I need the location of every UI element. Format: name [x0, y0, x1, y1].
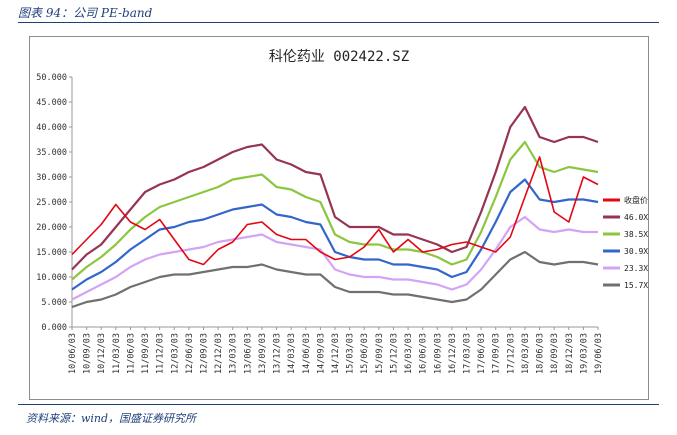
x-tick-label: 16/09/03 — [433, 333, 443, 374]
y-tick-label: 35.000 — [36, 148, 67, 158]
series-line — [71, 156, 599, 266]
x-axis: 10/06/03 10/09/03 10/12/03 11/03/03 11/06/03… — [68, 326, 604, 374]
legend: 收盘价 46.0X 38.5X 30.9X 23.3X 15.7X — [603, 195, 648, 290]
x-tick-label: 18/06/03 — [536, 333, 546, 374]
series-line — [71, 178, 599, 291]
legend-label: 收盘价 — [624, 195, 648, 205]
series-line — [71, 105, 599, 271]
x-tick-label: 14/12/03 — [331, 333, 341, 374]
x-tick-label: 10/12/03 — [97, 333, 107, 374]
legend-label: 46.0X — [624, 213, 648, 222]
y-tick-label: 15.000 — [36, 248, 67, 258]
x-tick-label: 10/09/03 — [83, 333, 93, 374]
x-tick-label: 15/09/03 — [375, 333, 385, 374]
chart-title: 科伦药业 002422.SZ — [269, 49, 409, 65]
x-tick-label: 17/03/03 — [463, 333, 473, 374]
legend-label: 30.9X — [624, 247, 648, 256]
x-tick-label: 12/12/03 — [214, 333, 224, 374]
y-tick-label: 0.000 — [41, 323, 67, 333]
x-tick-label: 17/06/03 — [477, 333, 487, 374]
x-tick-label: 18/03/03 — [521, 333, 531, 374]
series-line — [71, 140, 599, 281]
y-tick-label: 40.000 — [36, 123, 67, 133]
x-tick-label: 15/12/03 — [389, 333, 399, 374]
x-tick-label: 17/09/03 — [492, 333, 502, 374]
x-tick-label: 15/03/03 — [346, 333, 356, 374]
x-tick-label: 11/03/03 — [112, 333, 122, 374]
series-line — [71, 215, 598, 301]
x-tick-label: 13/03/03 — [229, 333, 239, 374]
y-tick-label: 50.000 — [36, 73, 67, 83]
x-tick-label: 18/12/03 — [565, 333, 575, 374]
y-axis: 0.000 5.000 10.000 15.000 20.000 25.000 30.000… — [36, 73, 73, 333]
x-tick-label: 13/12/03 — [273, 333, 283, 374]
series-line — [71, 250, 599, 309]
x-tick-label: 12/09/03 — [200, 333, 210, 374]
x-tick-label: 12/06/03 — [185, 333, 195, 374]
x-tick-label: 16/06/03 — [419, 333, 429, 374]
y-tick-label: 45.000 — [36, 98, 67, 108]
pe-band-chart: 科伦药业 002422.SZ 0.000 5.000 10.000 15.000 20.… — [36, 49, 648, 374]
y-tick-label: 10.000 — [36, 273, 67, 283]
x-tick-label: 14/03/03 — [287, 333, 297, 374]
legend-label: 38.5X — [624, 230, 648, 239]
legend-label: 23.3X — [624, 264, 648, 273]
x-tick-label: 17/12/03 — [506, 333, 516, 374]
x-tick-label: 19/03/03 — [579, 333, 589, 374]
legend-label: 15.7X — [624, 281, 648, 290]
y-tick-label: 5.000 — [41, 298, 67, 308]
x-tick-label: 14/09/03 — [316, 333, 326, 374]
figure-caption: 图表 94：公司 PE-band — [18, 6, 153, 20]
x-tick-label: 10/06/03 — [68, 333, 78, 374]
source-note: 资料来源：wind，国盛证券研究所 — [26, 412, 197, 425]
x-tick-label: 13/06/03 — [243, 333, 253, 374]
y-tick-label: 20.000 — [36, 223, 67, 233]
x-tick-label: 16/03/03 — [404, 333, 414, 374]
series-lines — [71, 105, 599, 309]
x-tick-label: 13/09/03 — [258, 333, 268, 374]
x-tick-label: 14/06/03 — [302, 333, 312, 374]
caption-rule — [18, 22, 659, 23]
x-tick-label: 11/09/03 — [141, 333, 151, 374]
x-tick-label: 11/06/03 — [126, 333, 136, 374]
x-tick-label: 18/09/03 — [550, 333, 560, 374]
y-tick-label: 30.000 — [36, 173, 67, 183]
x-tick-label: 11/12/03 — [156, 333, 166, 374]
x-tick-label: 15/06/03 — [360, 333, 370, 374]
chart-frame: 科伦药业 002422.SZ 0.000 5.000 10.000 15.000 20.… — [29, 36, 649, 400]
source-rule — [18, 404, 659, 405]
x-tick-label: 12/03/03 — [170, 333, 180, 374]
y-tick-label: 25.000 — [36, 198, 67, 208]
x-tick-label: 19/06/03 — [594, 333, 604, 374]
x-tick-label: 16/12/03 — [448, 333, 458, 374]
